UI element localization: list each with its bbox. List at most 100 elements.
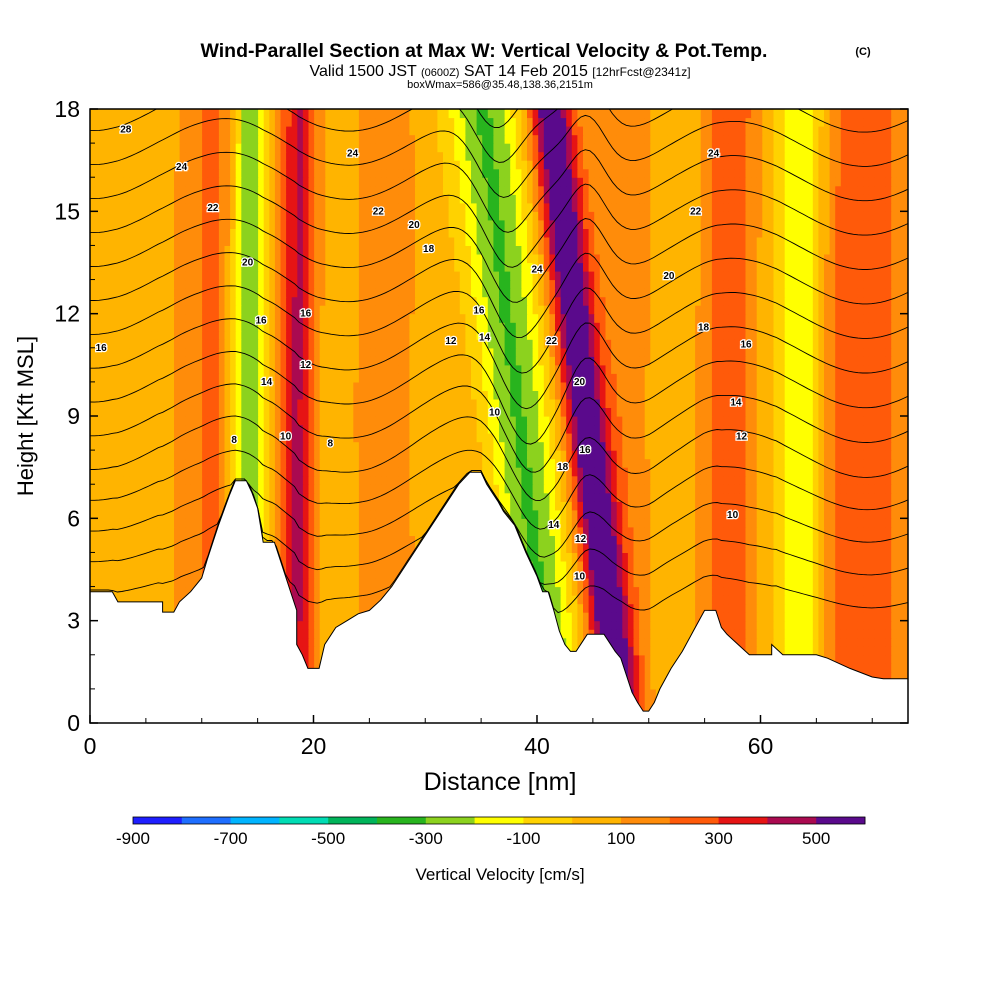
heatmap-cell <box>846 629 853 639</box>
heatmap-cell <box>471 441 478 451</box>
heatmap-cell <box>224 441 231 451</box>
heatmap-cell <box>874 543 881 553</box>
heatmap-cell <box>891 433 898 443</box>
heatmap-cell <box>818 629 825 639</box>
heatmap-cell <box>140 535 147 545</box>
heatmap-cell <box>134 569 141 579</box>
heatmap-cell <box>672 501 679 511</box>
heatmap-cell <box>689 518 696 528</box>
heatmap-cell <box>868 646 875 656</box>
heatmap-cell <box>896 518 903 528</box>
heatmap-cell <box>347 501 354 511</box>
heatmap-cell <box>146 509 153 519</box>
heatmap-cell <box>863 646 870 656</box>
heatmap-cell <box>151 578 158 588</box>
heatmap-cell <box>134 595 141 605</box>
heatmap-cell <box>846 450 853 460</box>
heatmap-cell <box>319 450 326 460</box>
heatmap-cell <box>594 433 601 443</box>
heatmap-cell <box>762 441 769 451</box>
heatmap-cell <box>773 450 780 460</box>
heatmap-cell <box>902 467 908 477</box>
heatmap-cell <box>599 603 606 613</box>
heatmap-cell <box>218 484 226 494</box>
heatmap-cell <box>314 433 321 443</box>
heatmap-cell <box>297 492 304 502</box>
heatmap-cell <box>594 543 601 553</box>
heatmap-cell <box>767 578 775 588</box>
heatmap-cell <box>336 535 343 545</box>
heatmap-cell <box>667 586 674 596</box>
heatmap-cell <box>622 620 629 630</box>
heatmap-cell <box>717 458 724 468</box>
heatmap-cell <box>566 458 573 468</box>
heatmap-cell <box>711 450 719 460</box>
heatmap-cell <box>566 518 573 528</box>
heatmap-cell <box>297 561 304 571</box>
heatmap-cell <box>274 535 282 545</box>
heatmap-cell <box>325 458 332 468</box>
heatmap-cell <box>370 518 377 528</box>
heatmap-cell <box>840 620 847 630</box>
heatmap-cell <box>269 450 276 460</box>
heatmap-cell <box>151 595 158 605</box>
heatmap-cell <box>118 552 125 562</box>
heatmap-cell <box>330 612 338 622</box>
heatmap-cell <box>129 595 136 605</box>
heatmap-cell <box>381 492 388 502</box>
heatmap-cell <box>751 509 758 519</box>
heatmap-cell <box>263 450 270 460</box>
heatmap-cell <box>566 586 573 596</box>
heatmap-cell <box>196 526 203 536</box>
heatmap-cell <box>773 595 780 605</box>
heatmap-cell <box>818 646 825 656</box>
heatmap-cell <box>700 475 707 485</box>
heatmap-cell <box>555 518 562 528</box>
heatmap-cell <box>566 441 573 451</box>
heatmap-cell <box>846 475 853 485</box>
heatmap-cell <box>829 492 836 502</box>
heatmap-cell <box>667 526 674 536</box>
heatmap-cell <box>801 458 808 468</box>
heatmap-cell <box>588 620 595 630</box>
heatmap-cell <box>852 535 859 545</box>
heatmap-cell <box>829 646 836 656</box>
heatmap-cell <box>762 518 769 528</box>
heatmap-cell <box>762 450 769 460</box>
heatmap-cell <box>650 697 657 707</box>
heatmap-cell <box>622 637 629 647</box>
heatmap-cell <box>140 441 147 451</box>
heatmap-cell <box>252 450 259 460</box>
heatmap-cell <box>504 433 511 443</box>
heatmap-cell <box>891 552 898 562</box>
heatmap-cell <box>302 612 310 622</box>
heatmap-cell <box>403 492 410 502</box>
heatmap-cell <box>95 475 102 485</box>
heatmap-cell <box>767 441 775 451</box>
heatmap-cell <box>112 518 119 528</box>
heatmap-cell <box>129 484 136 494</box>
heatmap-cell <box>611 484 618 494</box>
heatmap-cell <box>795 569 803 579</box>
heatmap-cell <box>560 441 567 451</box>
heatmap-cell <box>190 433 197 443</box>
heatmap-cell <box>308 458 315 468</box>
heatmap-cell <box>885 518 892 528</box>
heatmap-cell <box>252 458 259 468</box>
heatmap-cell <box>179 535 186 545</box>
heatmap-cell <box>672 646 679 656</box>
heatmap-cell <box>358 603 366 613</box>
heatmap-cell <box>745 552 752 562</box>
heatmap-cell <box>269 526 276 536</box>
heatmap-cell <box>151 509 158 519</box>
heatmap-cell <box>499 501 506 511</box>
heatmap-cell <box>627 484 635 494</box>
heatmap-cell <box>118 526 125 536</box>
heatmap-cell <box>162 433 169 443</box>
heatmap-cell <box>622 433 629 443</box>
heatmap-cell <box>767 612 775 622</box>
heatmap-cell <box>633 578 640 588</box>
heatmap-cell <box>689 467 696 477</box>
heatmap-cell <box>650 518 657 528</box>
